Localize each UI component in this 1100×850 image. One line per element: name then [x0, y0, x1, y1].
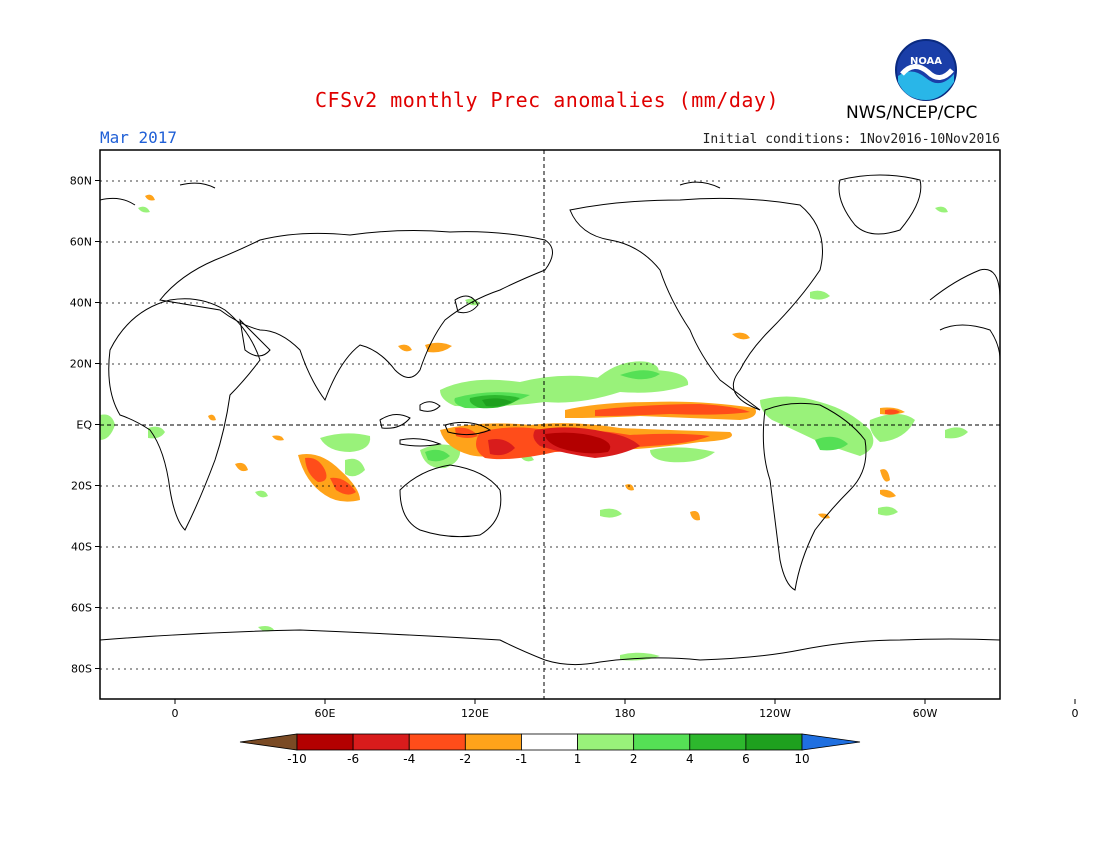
lat-tick-label: EQ: [76, 419, 92, 432]
lon-tick-label: 0: [1072, 707, 1079, 720]
lon-tick-label: 120E: [461, 707, 489, 720]
lon-tick-label: 120W: [759, 707, 791, 720]
lon-tick-label: 0: [172, 707, 179, 720]
valid-month-label: Mar 2017: [100, 128, 178, 147]
lat-tick-label: 20S: [71, 480, 92, 493]
lat-tick-label: 20N: [70, 358, 92, 371]
lat-tick-label: 80N: [70, 175, 92, 188]
anomaly-fields: [100, 174, 1000, 666]
lat-tick-label: 60S: [71, 602, 92, 615]
lon-tick-label: 60W: [913, 707, 938, 720]
graticule: [100, 180, 1000, 670]
lat-tick-label: 80S: [71, 663, 92, 676]
latitude-ticks: 80N 60N 40N 20N EQ 20S 40S 60S 80S: [70, 175, 100, 676]
chart-title: CFSv2 monthly Prec anomalies (mm/day): [314, 88, 780, 112]
logo-text: NOAA: [910, 56, 942, 67]
lon-tick-label: 180: [615, 707, 636, 720]
organization-label: NWS/NCEP/CPC: [846, 103, 978, 123]
initial-conditions-label: Initial conditions: 1Nov2016-10Nov2016: [702, 132, 1000, 147]
noaa-logo: NOAA: [894, 38, 958, 106]
lat-tick-label: 40N: [70, 297, 92, 310]
longitude-ticks: 0 60E 120E 180 120W 60W 0: [172, 699, 1079, 720]
lon-tick-label: 60E: [315, 707, 336, 720]
lat-tick-label: 40S: [71, 541, 92, 554]
lat-tick-label: 60N: [70, 236, 92, 249]
